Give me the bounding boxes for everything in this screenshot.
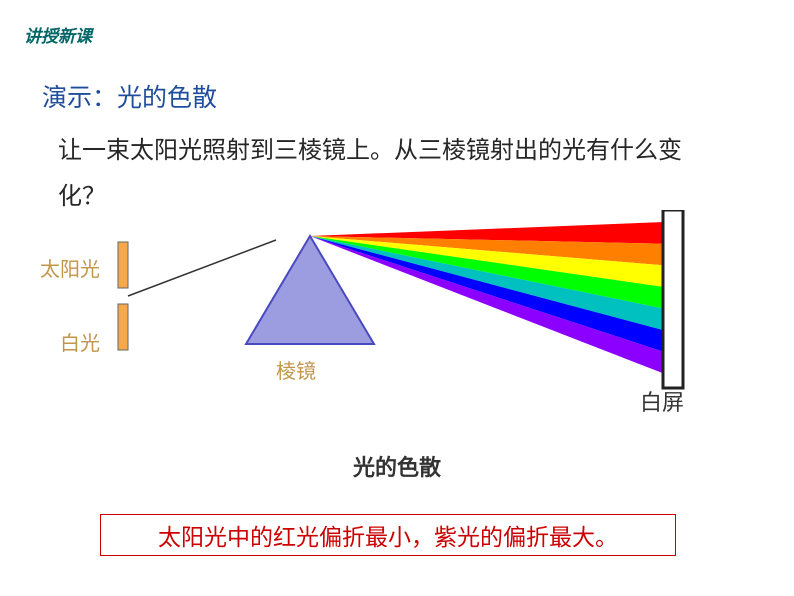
slit	[118, 242, 128, 350]
diagram-svg: 太阳光 白光 棱镜 白屏	[40, 210, 720, 430]
header-label: 讲授新课	[24, 22, 92, 47]
dispersion-diagram: 太阳光 白光 棱镜 白屏	[40, 210, 720, 430]
label-prism: 棱镜	[276, 360, 316, 383]
conclusion-box: 太阳光中的红光偏折最小，紫光的偏折最大。	[100, 514, 676, 556]
demo-title: 演示：光的色散	[42, 78, 217, 114]
diagram-caption: 光的色散	[0, 450, 794, 482]
label-screen: 白屏	[640, 390, 684, 415]
label-white-light: 白光	[60, 332, 100, 355]
screen-shape	[663, 210, 683, 388]
question-text: 让一束太阳光照射到三棱镜上。从三棱镜射出的光有什么变化？	[58, 128, 688, 219]
spectrum-fan	[310, 222, 665, 374]
incident-ray	[128, 240, 276, 296]
conclusion-text: 太阳光中的红光偏折最小，紫光的偏折最大。	[158, 518, 618, 552]
label-sunlight: 太阳光	[40, 258, 100, 281]
